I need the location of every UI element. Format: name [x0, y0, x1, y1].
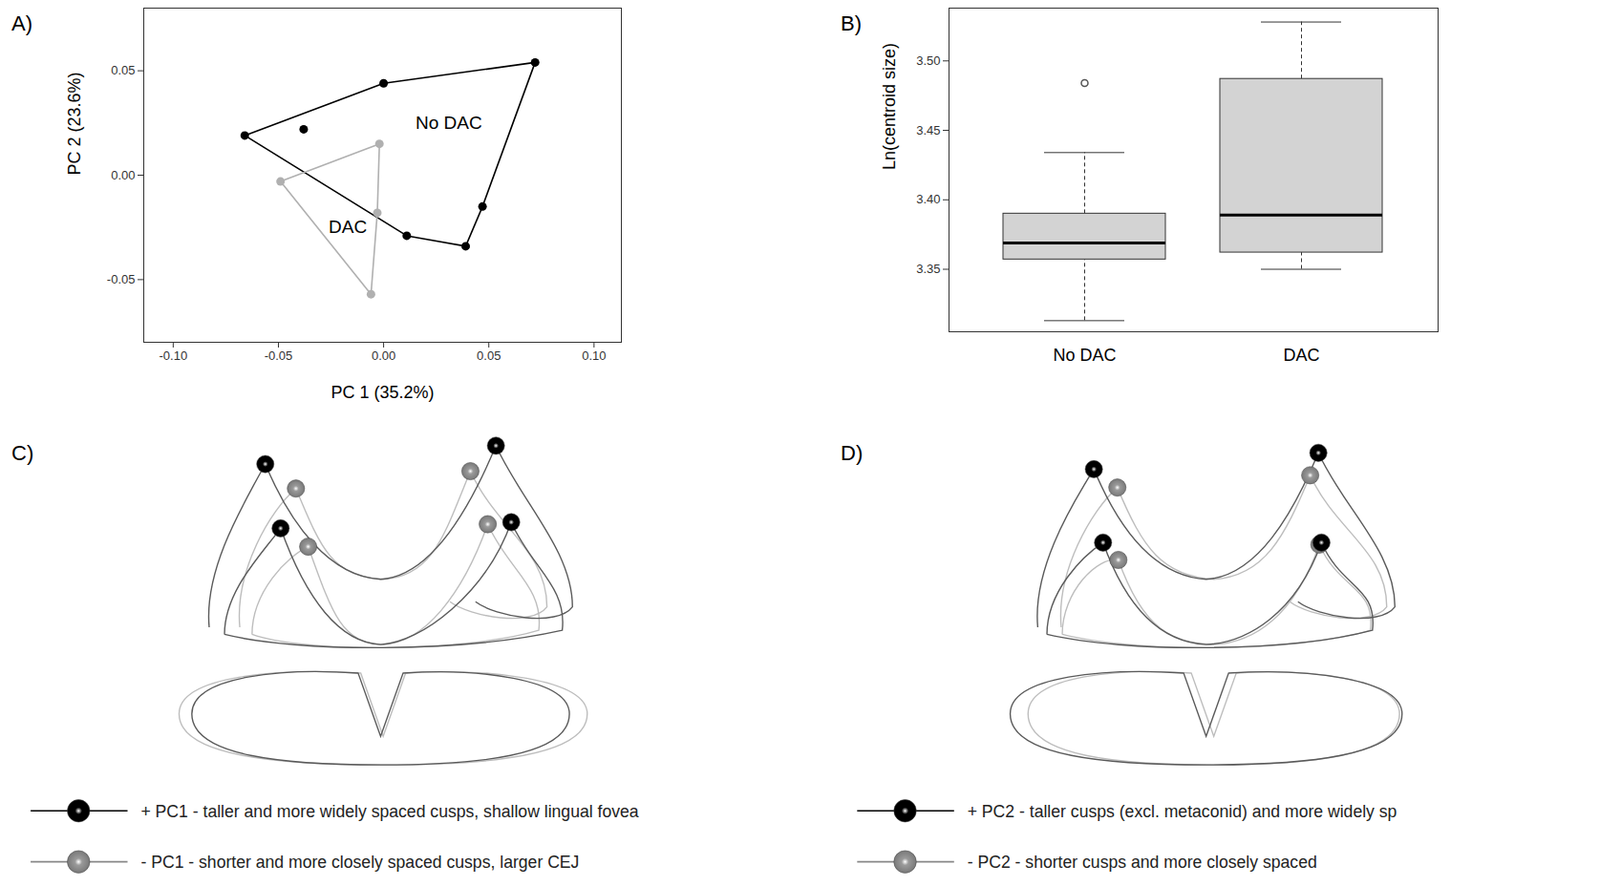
- svg-text:3.45: 3.45: [916, 123, 940, 138]
- svg-text:DAC: DAC: [328, 216, 367, 237]
- svg-text:3.50: 3.50: [916, 53, 940, 68]
- svg-text:PC 1 (35.2%): PC 1 (35.2%): [330, 383, 434, 403]
- svg-text:DAC: DAC: [1282, 345, 1320, 365]
- svg-text:- PC2 - shorter cusps and more: - PC2 - shorter cusps and more closely s…: [967, 853, 1318, 873]
- html-text:B): B): [840, 11, 862, 36]
- svg-text:0.00: 0.00: [371, 348, 396, 363]
- svg-text:-0.05: -0.05: [264, 348, 294, 363]
- html-text:D): D): [840, 441, 863, 466]
- svg-text:0.10: 0.10: [581, 348, 606, 363]
- svg-text:+ PC1 - taller and more widely: + PC1 - taller and more widely spaced cu…: [140, 802, 639, 822]
- svg-text:-0.05: -0.05: [106, 272, 136, 287]
- svg-text:No DAC: No DAC: [1052, 345, 1116, 365]
- svg-text:3.40: 3.40: [916, 192, 940, 207]
- svg-text:- PC1 - shorter and more close: - PC1 - shorter and more closely spaced …: [140, 853, 579, 873]
- svg-text:3.35: 3.35: [916, 261, 940, 277]
- svg-text:0.00: 0.00: [110, 168, 135, 183]
- svg-text:+ PC2 - taller cusps (excl. me: + PC2 - taller cusps (excl. metaconid) a…: [967, 802, 1398, 822]
- html-text:A): A): [11, 11, 33, 36]
- svg-text:0.05: 0.05: [476, 348, 501, 363]
- svg-text:No DAC: No DAC: [415, 112, 483, 133]
- svg-text:Ln(centroid size): Ln(centroid size): [879, 42, 899, 171]
- svg-text:PC 2 (23.6%): PC 2 (23.6%): [64, 71, 85, 175]
- html-text:C): C): [11, 441, 34, 466]
- svg-text:0.05: 0.05: [110, 63, 135, 78]
- svg-text:-0.10: -0.10: [159, 348, 189, 363]
